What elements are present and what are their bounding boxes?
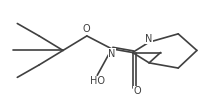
Text: HO: HO: [90, 76, 105, 86]
Text: N: N: [108, 49, 115, 58]
Text: N: N: [145, 33, 153, 43]
Text: O: O: [82, 24, 90, 34]
Text: O: O: [134, 86, 141, 96]
